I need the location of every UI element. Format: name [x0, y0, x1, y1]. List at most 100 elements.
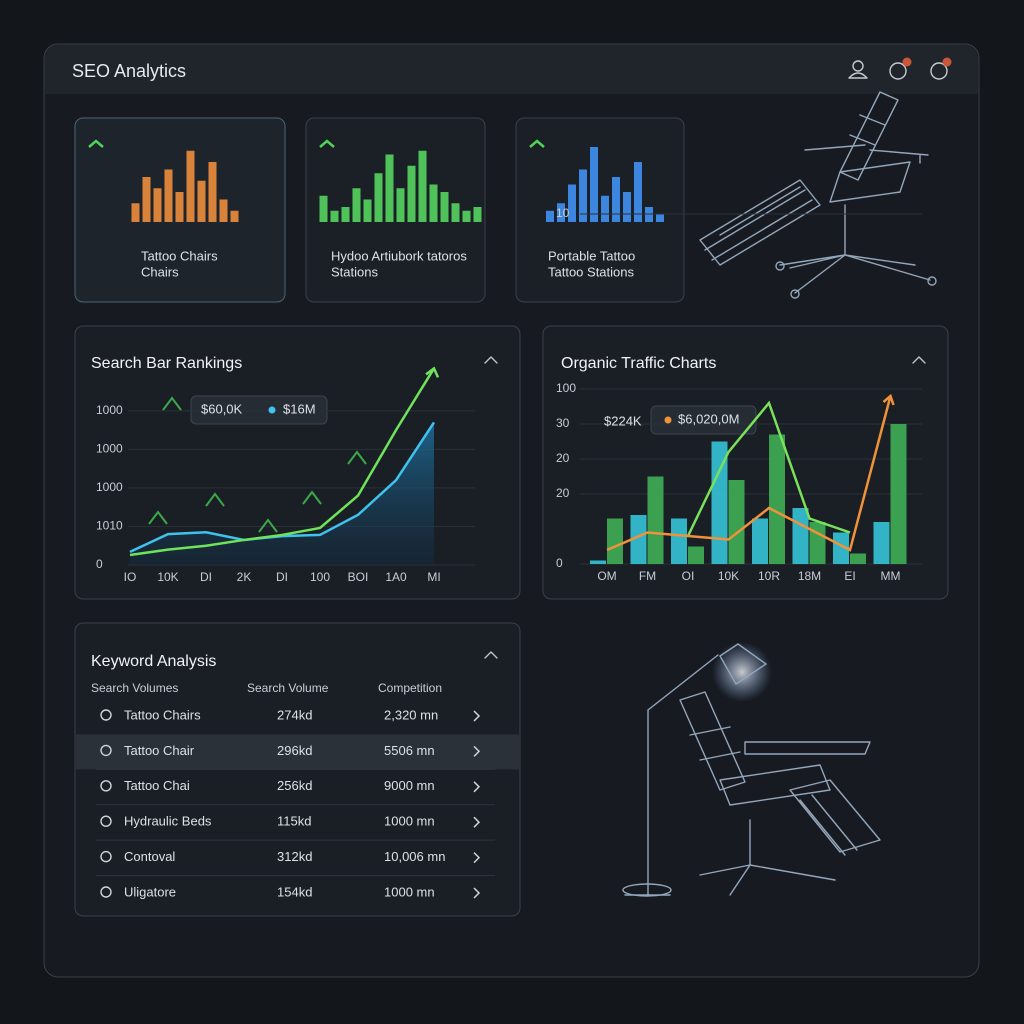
panel-title: Organic Traffic Charts	[561, 355, 716, 372]
y-tick-label: 1000	[96, 403, 123, 417]
legend-swatch	[664, 416, 672, 424]
mini-bar	[440, 192, 449, 222]
volume: 154kd	[277, 884, 312, 899]
legend-label: $6,020,0M	[678, 411, 739, 426]
card-label: Chairs	[141, 264, 179, 279]
peak-marker	[162, 396, 182, 411]
line	[606, 395, 892, 552]
mini-bar	[341, 207, 350, 222]
mini-bar	[396, 188, 405, 222]
legend-label: $60,0K	[201, 401, 243, 416]
x-tick-label: 10R	[758, 569, 780, 583]
competition: 9000 mn	[384, 778, 435, 793]
mini-bar	[352, 188, 361, 222]
bar	[792, 508, 809, 564]
x-tick-label: IO	[124, 570, 137, 584]
card-label: Stations	[331, 264, 378, 279]
row-chevron[interactable]	[473, 781, 481, 793]
mini-bar	[557, 203, 565, 222]
x-tick-label: 100	[310, 570, 330, 584]
mini-bar	[153, 188, 162, 222]
row-chevron[interactable]	[473, 852, 481, 864]
x-tick-label: OM	[597, 569, 616, 583]
keyword[interactable]: Tattoo Chair	[124, 743, 195, 758]
x-tick-label: EI	[844, 569, 855, 583]
row-icon	[100, 780, 112, 792]
mini-bar	[546, 210, 554, 222]
mini-bar	[164, 169, 173, 222]
card-label: Portable Tattoo	[548, 248, 635, 263]
x-tick-label: 2K	[237, 570, 252, 584]
trend-indicator	[529, 139, 545, 148]
app-title: SEO Analytics	[72, 61, 186, 81]
card[interactable]	[305, 117, 486, 303]
bar	[873, 522, 890, 564]
x-tick-label: 10K	[157, 570, 178, 584]
y-tick-label: 20	[556, 486, 570, 500]
x-tick-label: OI	[682, 569, 695, 583]
notification-icon[interactable]	[889, 57, 912, 80]
mini-bar	[623, 192, 631, 222]
keyword[interactable]: Uligatore	[124, 884, 176, 899]
area	[130, 422, 434, 565]
mini-bar	[142, 177, 151, 222]
keyword[interactable]: Tattoo Chai	[124, 778, 190, 793]
card-label: Tattoo Stations	[548, 264, 634, 279]
bar	[711, 441, 728, 564]
legend-label: $16M	[283, 401, 316, 416]
row-highlight	[76, 734, 519, 770]
volume: 115kd	[277, 814, 311, 829]
line	[686, 400, 851, 537]
x-tick-label: 10K	[718, 569, 739, 583]
keyword[interactable]: Tattoo Chairs	[124, 707, 201, 722]
collapse-toggle[interactable]	[912, 356, 926, 364]
collapse-toggle[interactable]	[484, 651, 498, 659]
arrow-head	[882, 393, 895, 406]
y-tick-label: 30	[556, 416, 570, 430]
y-tick-label: 1000	[96, 442, 123, 456]
card-label: Tattoo Chairs	[141, 248, 218, 263]
user-icon[interactable]	[848, 60, 868, 79]
row-chevron[interactable]	[473, 887, 481, 899]
arrow-head	[425, 366, 440, 378]
row-chevron[interactable]	[473, 816, 481, 828]
mini-bar	[319, 195, 328, 222]
bar	[850, 553, 866, 564]
bar	[833, 532, 849, 564]
chair-illustration	[699, 91, 937, 299]
mini-bar	[208, 162, 217, 222]
bar	[590, 560, 606, 564]
trend-indicator	[88, 139, 104, 148]
peak-marker	[148, 510, 168, 525]
bar	[728, 480, 745, 564]
bar	[688, 546, 704, 564]
mini-bar	[601, 195, 609, 222]
mini-bar	[590, 147, 598, 222]
mini-bar	[418, 150, 427, 222]
mini-bar	[462, 210, 471, 222]
mini-bar	[473, 207, 482, 222]
keyword[interactable]: Hydraulic Beds	[124, 814, 212, 829]
mini-bar	[363, 199, 372, 222]
mini-bar	[131, 203, 140, 222]
competition: 1000 mn	[384, 814, 435, 829]
bar	[809, 522, 826, 564]
collapse-toggle[interactable]	[484, 356, 498, 364]
row-chevron[interactable]	[473, 745, 481, 757]
panel-title: Keyword Analysis	[91, 653, 216, 670]
mini-bar	[186, 150, 195, 222]
lamp-chair-illustration	[622, 642, 881, 897]
mini-bar	[219, 199, 228, 222]
keyword[interactable]: Contoval	[124, 849, 175, 864]
settings-icon[interactable]	[930, 57, 952, 80]
competition: 10,006 mn	[384, 849, 445, 864]
mini-bar	[612, 177, 620, 222]
x-tick-label: MI	[427, 570, 440, 584]
x-tick-label: FM	[639, 569, 656, 583]
x-tick-label: MM	[881, 569, 901, 583]
y-tick-label: 20	[556, 451, 570, 465]
peak-marker	[302, 490, 322, 505]
x-tick-label: DI	[276, 570, 288, 584]
row-chevron[interactable]	[473, 710, 481, 722]
